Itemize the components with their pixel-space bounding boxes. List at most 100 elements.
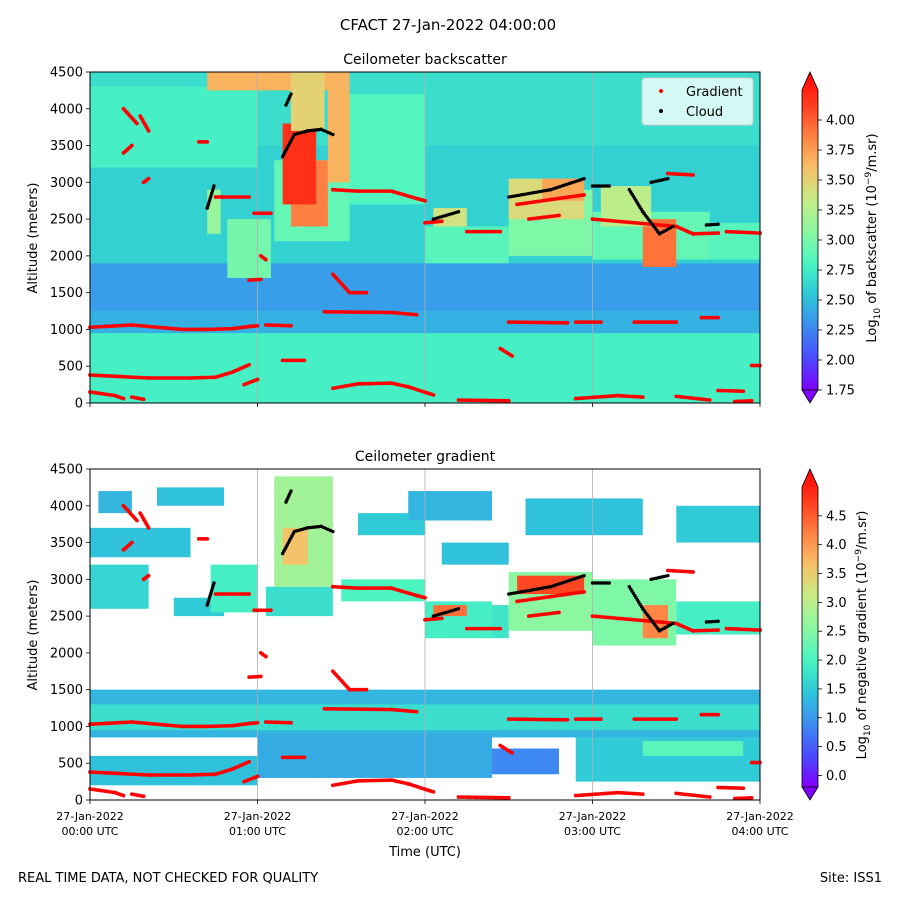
cloud-marker bbox=[590, 581, 595, 585]
gradient-marker bbox=[582, 589, 587, 594]
y-tick-label: 2500 bbox=[50, 213, 83, 228]
heatmap-cell bbox=[341, 94, 425, 205]
gradient-x-ticks: 27-Jan-2022 00:00 UTC 27-Jan-2022 01:00 UTC… bbox=[56, 800, 794, 838]
legend-box bbox=[641, 77, 754, 126]
heatmap-cell bbox=[265, 586, 333, 617]
colorbar-tick-label: 4.00 bbox=[826, 114, 855, 129]
gradient-marker bbox=[302, 755, 307, 760]
gradient-marker bbox=[598, 320, 603, 324]
legend: Gradient Cloud bbox=[641, 77, 754, 126]
y-tick-label: 1500 bbox=[50, 286, 83, 301]
footer-site: Site: ISS1 bbox=[820, 871, 882, 886]
x-tick-label-date: 27-Jan-2022 bbox=[559, 810, 627, 823]
gradient-marker bbox=[691, 570, 695, 574]
cloud-marker bbox=[331, 529, 335, 534]
gradient-colorbar-bar bbox=[801, 468, 819, 788]
y-tick-label: 500 bbox=[58, 757, 83, 772]
colorbar-tick-label: 3.00 bbox=[826, 234, 855, 249]
heatmap-cell bbox=[227, 219, 271, 278]
gradient-marker bbox=[247, 195, 252, 199]
gradient-marker bbox=[302, 358, 307, 363]
cloud-marker bbox=[666, 176, 670, 181]
gradient-marker bbox=[741, 389, 746, 394]
heatmap-cell bbox=[709, 222, 760, 260]
legend-gradient-label: Gradient bbox=[686, 85, 743, 100]
backscatter-gridlines bbox=[257, 72, 593, 403]
gradient-marker bbox=[258, 277, 263, 282]
backscatter-x-ticks bbox=[89, 403, 761, 407]
heatmap-cell bbox=[341, 579, 425, 602]
gradient-marker bbox=[205, 139, 210, 144]
gradient-marker bbox=[707, 398, 712, 402]
heatmap-cell bbox=[642, 741, 744, 756]
gradient-marker bbox=[691, 173, 695, 177]
gradient-marker bbox=[289, 720, 293, 725]
cloud-marker bbox=[605, 184, 609, 188]
gradient-marker bbox=[423, 595, 427, 600]
y-tick-label: 3000 bbox=[50, 176, 83, 191]
gradient-marker bbox=[263, 654, 268, 659]
x-tick-label-date: 27-Jan-2022 bbox=[56, 810, 124, 823]
gradient-marker bbox=[247, 592, 252, 596]
gradient-marker bbox=[269, 608, 273, 613]
cloud-marker bbox=[716, 619, 720, 623]
cloud-marker bbox=[593, 581, 597, 585]
heatmap-cell bbox=[282, 123, 317, 205]
gradient-marker bbox=[674, 320, 679, 324]
cloud-marker bbox=[593, 184, 597, 188]
gradient-colorbar-low-extension bbox=[801, 786, 819, 801]
cloud-marker bbox=[456, 607, 461, 611]
y-tick-label: 4500 bbox=[50, 463, 83, 478]
heatmap-cell bbox=[90, 564, 149, 609]
gradient-colorbar: 0.0 0.5 1.0 1.5 2.0 2.5 3.0 3.5 4.0 4.5 Log10 of … bbox=[801, 468, 873, 801]
y-tick-label: 1000 bbox=[50, 323, 83, 338]
gradient-marker bbox=[510, 751, 514, 755]
gradient-marker bbox=[749, 795, 754, 800]
gradient-title: Ceilometer gradient bbox=[355, 449, 496, 465]
colorbar-tick-label: 3.75 bbox=[826, 144, 855, 159]
colorbar-tick-label: 4.5 bbox=[826, 509, 847, 524]
x-tick-label-time: 03:00 UTC bbox=[564, 825, 621, 838]
x-axis-label: Time (UTC) bbox=[388, 845, 461, 860]
x-tick-label-date: 27-Jan-2022 bbox=[726, 810, 794, 823]
colorbar-tick-label: 2.0 bbox=[826, 654, 847, 669]
gradient-marker bbox=[716, 712, 721, 717]
gradient-marker bbox=[129, 540, 134, 545]
gradient-marker bbox=[506, 795, 511, 800]
figure-title: CFACT 27-Jan-2022 04:00:00 bbox=[340, 16, 556, 34]
gradient-markers bbox=[88, 489, 762, 801]
colorbar-tick-label: 2.25 bbox=[826, 324, 855, 339]
gradient-marker bbox=[716, 315, 721, 320]
heatmap-cell bbox=[408, 491, 492, 521]
gradient-marker bbox=[565, 320, 570, 325]
cloud-marker bbox=[666, 573, 670, 578]
gradient-marker bbox=[364, 290, 369, 295]
cloud-marker bbox=[582, 176, 586, 181]
colorbar-tick-label: 3.5 bbox=[826, 567, 847, 582]
gradient-marker bbox=[258, 674, 263, 679]
gradient-colorbar-label: Log10 of negative gradient (10−9/m.sr) bbox=[854, 511, 873, 760]
gradient-marker bbox=[289, 323, 293, 328]
gradient-marker bbox=[741, 786, 746, 791]
cloud-marker bbox=[590, 184, 595, 188]
gradient-marker bbox=[146, 525, 151, 530]
gradient-marker bbox=[135, 518, 139, 523]
gradient-marker bbox=[129, 143, 134, 148]
y-tick-label: 2500 bbox=[50, 610, 83, 625]
y-tick-label: 2000 bbox=[50, 646, 83, 661]
heatmap-cell bbox=[441, 542, 509, 565]
gradient-marker bbox=[423, 198, 427, 203]
colorbar-tick-label: 3.25 bbox=[826, 204, 855, 219]
gradient-marker bbox=[146, 176, 151, 181]
gradient-panel: Ceilometer gradient 0 500 1000 1500 2000 2500… bbox=[26, 449, 873, 860]
colorbar-tick-label: 4.0 bbox=[826, 538, 847, 553]
gradient-marker bbox=[510, 354, 514, 358]
cloud-marker bbox=[605, 581, 609, 585]
footer-disclaimer: REAL TIME DATA, NOT CHECKED FOR QUALITY bbox=[18, 871, 318, 886]
y-tick-label: 3500 bbox=[50, 536, 83, 551]
backscatter-title: Ceilometer backscatter bbox=[343, 52, 507, 68]
legend-cloud-marker bbox=[659, 109, 663, 113]
gradient-ylabel: Altitude (meters) bbox=[26, 580, 41, 691]
gradient-marker bbox=[255, 774, 260, 779]
